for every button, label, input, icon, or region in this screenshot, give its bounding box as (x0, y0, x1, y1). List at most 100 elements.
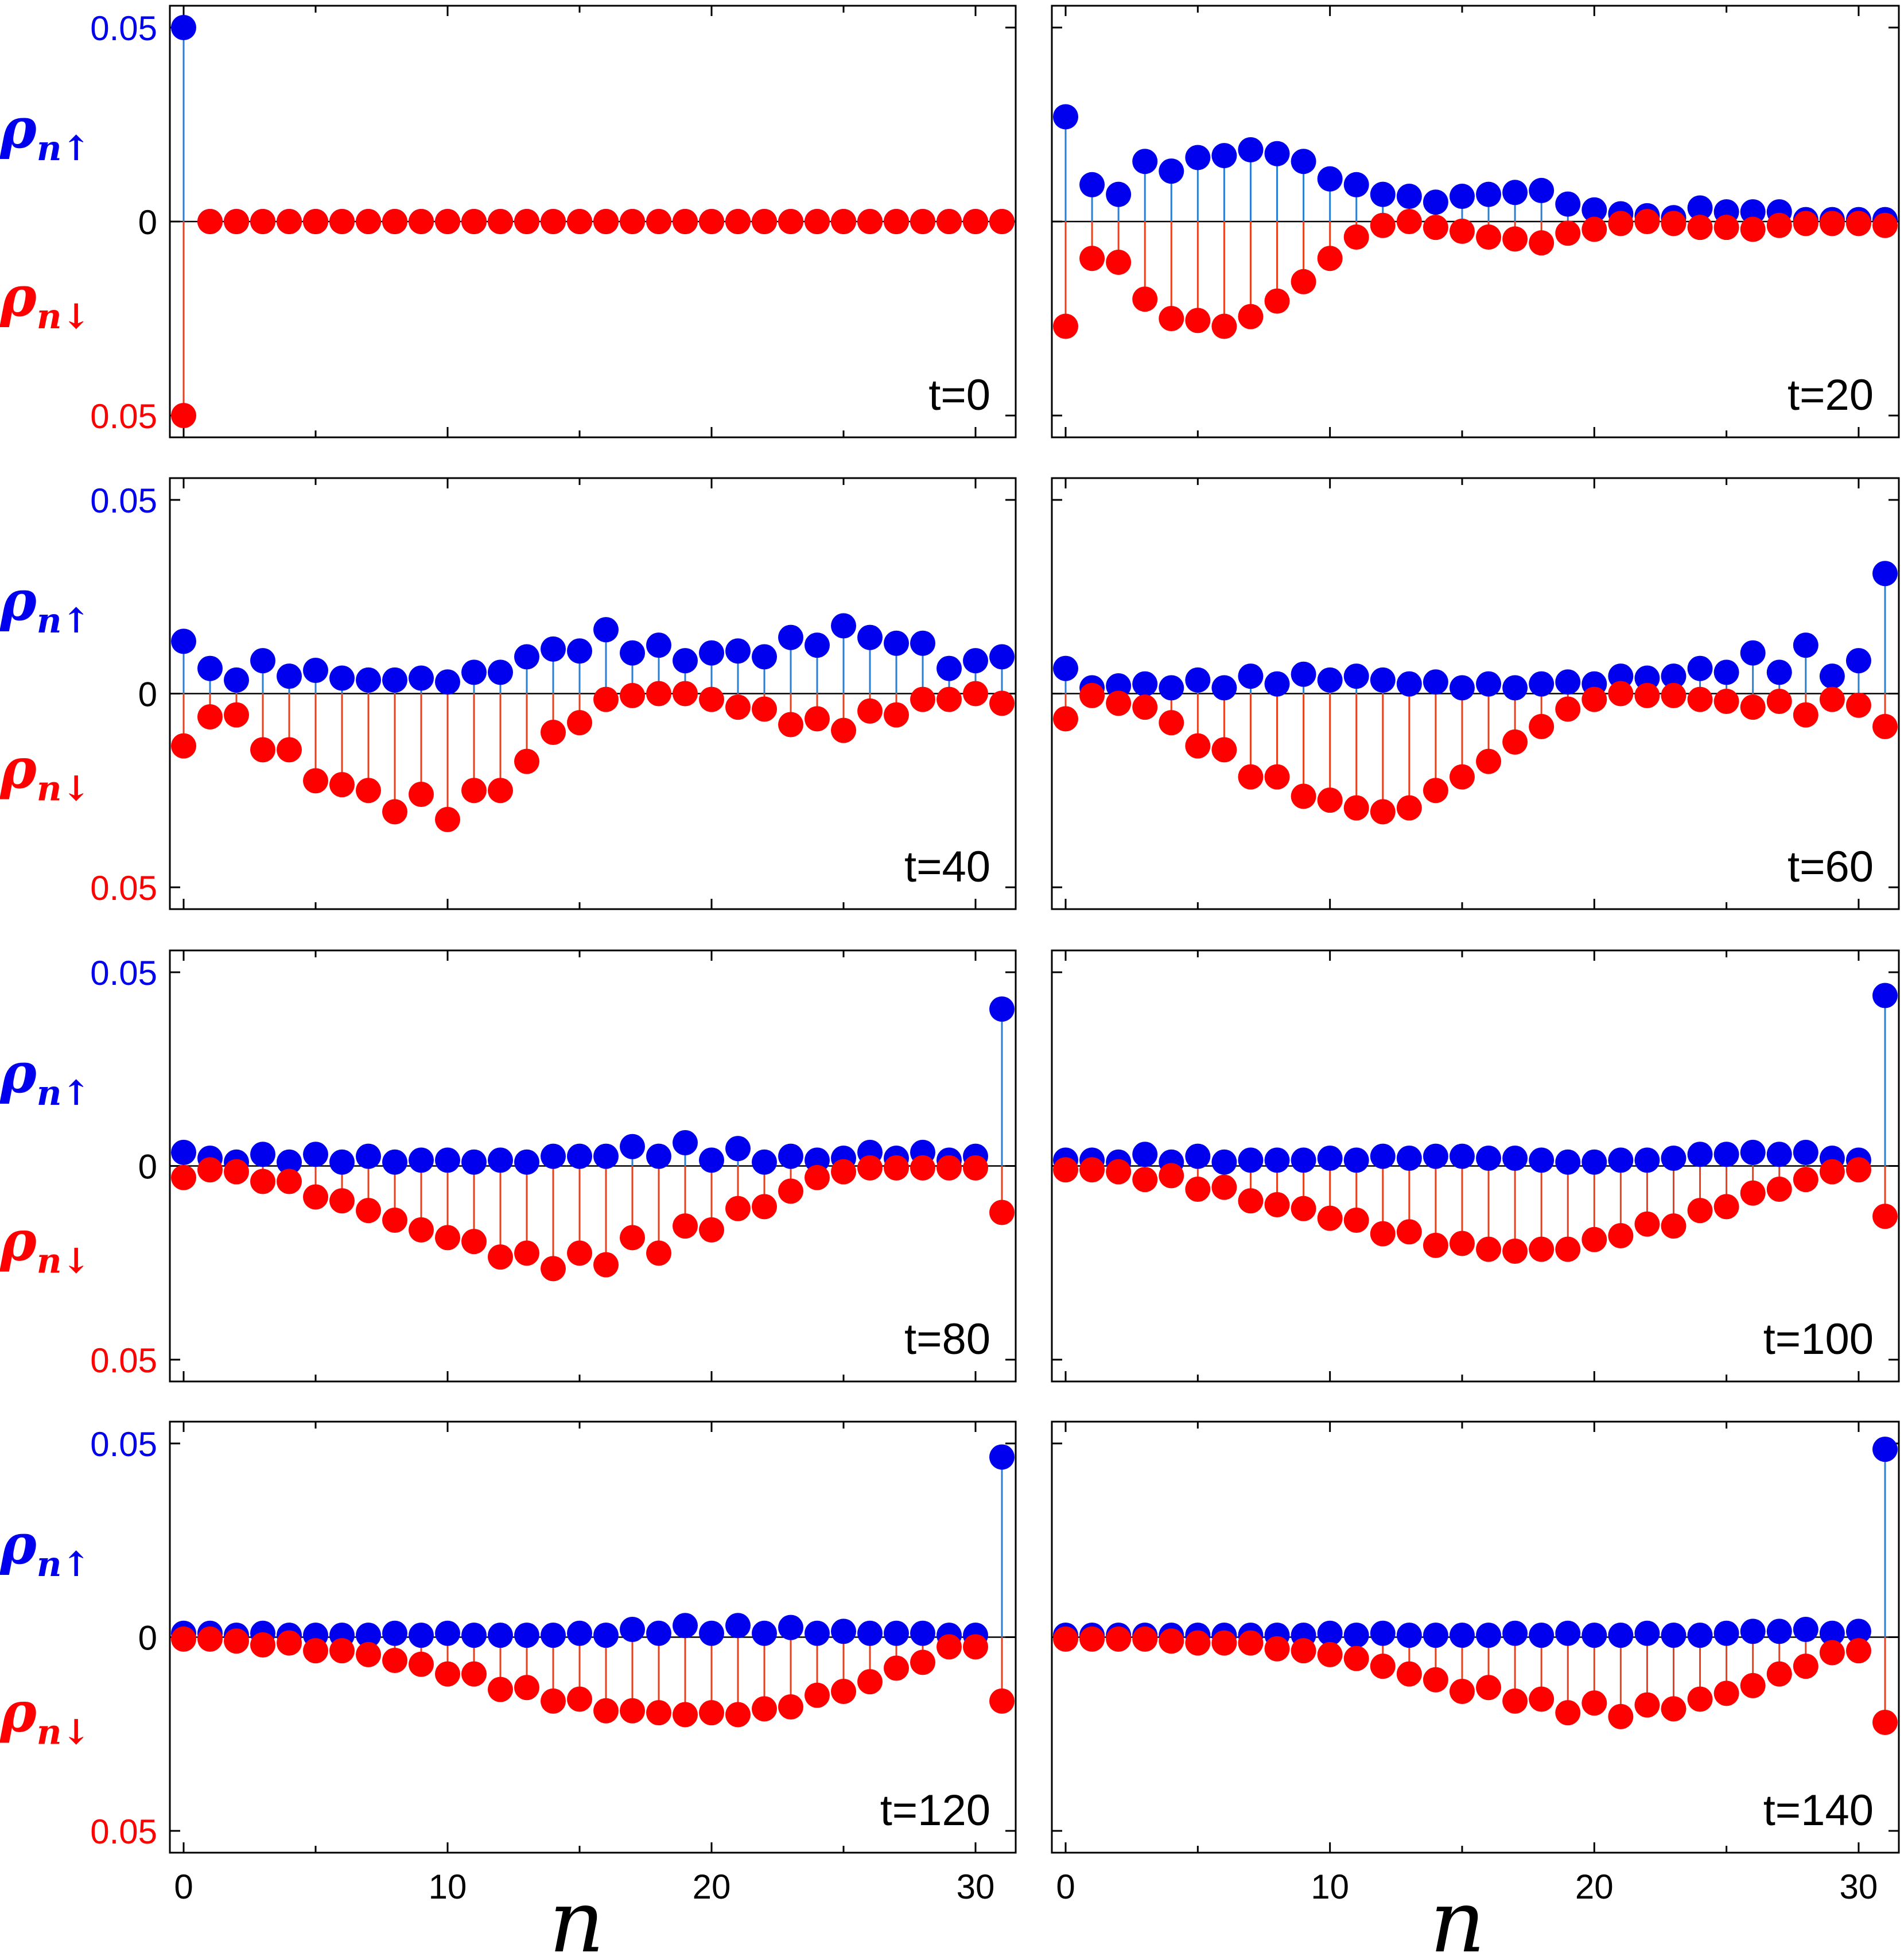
up-marker (1555, 669, 1581, 695)
up-marker (1872, 983, 1898, 1008)
up-marker (1687, 195, 1713, 221)
down-marker (857, 1669, 883, 1695)
rho-up-label: ρn↑ (0, 96, 91, 169)
up-marker (1106, 673, 1132, 698)
up-marker (1872, 1437, 1898, 1462)
up-marker (541, 1623, 566, 1648)
up-marker (1396, 1623, 1422, 1648)
down-marker (673, 209, 698, 234)
down-marker (277, 1630, 302, 1656)
down-marker (1317, 787, 1343, 813)
up-marker (1449, 1143, 1475, 1169)
rho-up-subscript: n↑ (37, 129, 91, 169)
down-marker (646, 1240, 671, 1266)
down-marker (1476, 1236, 1502, 1262)
down-marker (567, 209, 592, 234)
down-marker (1396, 795, 1422, 821)
up-marker (1608, 1147, 1634, 1173)
down-marker (725, 1196, 751, 1221)
time-label: t=80 (904, 1315, 990, 1364)
y-tick-label-up: 0.05 (90, 1425, 157, 1464)
up-marker (1053, 104, 1078, 130)
down-marker (224, 702, 249, 728)
down-marker (673, 1702, 698, 1728)
y-tick-label-up: 0.05 (90, 9, 157, 48)
down-marker (1185, 308, 1211, 333)
rho-up-symbol: ρ (0, 1512, 37, 1577)
time-label: t=140 (1763, 1786, 1874, 1835)
up-marker (1159, 158, 1184, 184)
rho-down-subscript: n↓ (37, 297, 91, 337)
up-marker (1423, 1143, 1448, 1169)
up-marker (1476, 181, 1502, 207)
up-marker (963, 648, 988, 674)
panel-t-140: t=140 0 10 20 30 (1051, 1420, 1900, 1906)
down-marker (541, 720, 566, 745)
up-marker (1264, 1147, 1290, 1173)
down-marker (1159, 1628, 1184, 1654)
up-marker (197, 655, 223, 681)
rho-down-symbol: ρ (0, 1208, 37, 1273)
down-marker (937, 1634, 962, 1660)
up-marker (1317, 667, 1343, 693)
down-marker (1211, 1174, 1237, 1200)
down-marker (1053, 1626, 1078, 1652)
up-marker (1370, 1620, 1396, 1646)
down-marker (937, 1155, 962, 1181)
down-marker (1845, 692, 1871, 718)
down-marker (989, 690, 1015, 716)
y-tick-label-zero: 0 (138, 1619, 157, 1658)
up-marker (857, 1620, 883, 1646)
down-marker (778, 209, 803, 234)
down-marker (1423, 1232, 1448, 1258)
rho-up-subscript: n↑ (37, 1544, 91, 1585)
up-marker (356, 1143, 381, 1169)
up-marker (725, 1136, 751, 1162)
up-marker (1185, 667, 1211, 693)
down-marker (1476, 748, 1502, 774)
down-marker (1396, 1219, 1422, 1245)
up-marker (1608, 663, 1634, 689)
up-marker (1766, 1142, 1792, 1167)
up-marker (1238, 137, 1264, 162)
up-marker (1291, 661, 1316, 687)
up-marker (1740, 199, 1766, 225)
down-marker (567, 1686, 592, 1712)
down-marker (1740, 1180, 1766, 1206)
down-marker (831, 1679, 856, 1704)
up-marker (356, 667, 381, 693)
rho-down-subscript: n↓ (37, 769, 91, 809)
up-marker (699, 640, 724, 666)
down-marker (1106, 690, 1132, 716)
up-marker (1713, 1620, 1739, 1646)
down-marker (910, 1649, 935, 1675)
down-marker (805, 1165, 830, 1190)
up-marker (1476, 1623, 1502, 1648)
down-marker (857, 1155, 883, 1181)
up-marker (409, 1623, 434, 1648)
row-labels: ρn↑ρn↓ρn↑ρn↓ρn↑ρn↓ρn↑ρn↓ (0, 96, 91, 1752)
up-marker (1396, 671, 1422, 697)
rho-up-symbol: ρ (0, 96, 37, 161)
down-marker (1687, 215, 1713, 240)
down-marker (1079, 1157, 1105, 1183)
up-marker (910, 1620, 935, 1646)
down-marker (514, 1675, 539, 1701)
down-marker (1766, 1661, 1792, 1687)
up-marker (461, 1149, 487, 1175)
down-marker (1529, 713, 1555, 739)
up-marker (1661, 1146, 1687, 1171)
up-marker (1502, 1620, 1528, 1646)
up-marker (514, 644, 539, 670)
rho-down-symbol: ρ (0, 1679, 37, 1744)
up-marker (778, 1614, 803, 1640)
down-marker (567, 1240, 592, 1266)
up-marker (567, 1143, 592, 1169)
down-marker (778, 1694, 803, 1720)
up-marker (1634, 1620, 1660, 1646)
up-marker (1872, 561, 1898, 587)
down-marker (1264, 1192, 1290, 1217)
up-marker (1687, 1142, 1713, 1167)
down-marker (488, 1676, 513, 1702)
down-marker (1661, 1696, 1687, 1722)
